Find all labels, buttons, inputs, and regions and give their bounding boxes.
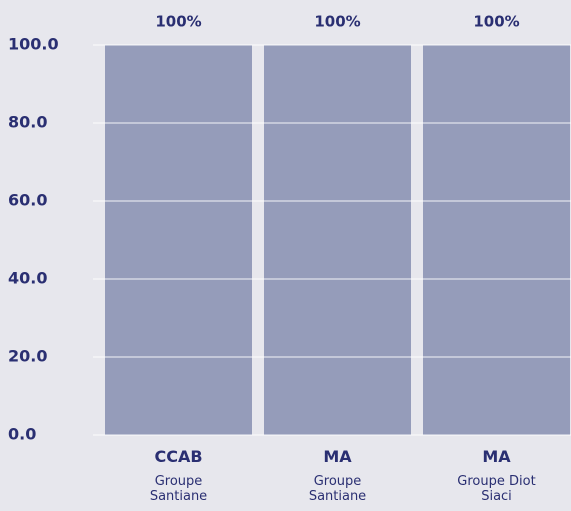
x-tick-label: MA — [482, 447, 511, 466]
group-label: Groupe Santiane — [308, 474, 367, 504]
value-label: 100% — [314, 13, 360, 31]
y-tick-label: 20.0 — [8, 347, 47, 366]
y-tick-label: 0.0 — [8, 425, 36, 444]
x-tick-label: CCAB — [154, 447, 203, 466]
bar — [423, 45, 570, 435]
x-tick-label: MA — [323, 447, 352, 466]
y-tick-label: 100.0 — [8, 35, 59, 54]
group-label: Groupe Diot Siaci — [457, 474, 536, 504]
value-label: 100% — [473, 13, 519, 31]
y-tick-label: 40.0 — [8, 269, 47, 288]
y-tick-label: 60.0 — [8, 191, 47, 210]
bar — [105, 45, 252, 435]
group-label: Groupe Santiane — [149, 474, 208, 504]
y-tick-label: 80.0 — [8, 113, 47, 132]
value-label: 100% — [155, 13, 201, 31]
bar — [264, 45, 411, 435]
